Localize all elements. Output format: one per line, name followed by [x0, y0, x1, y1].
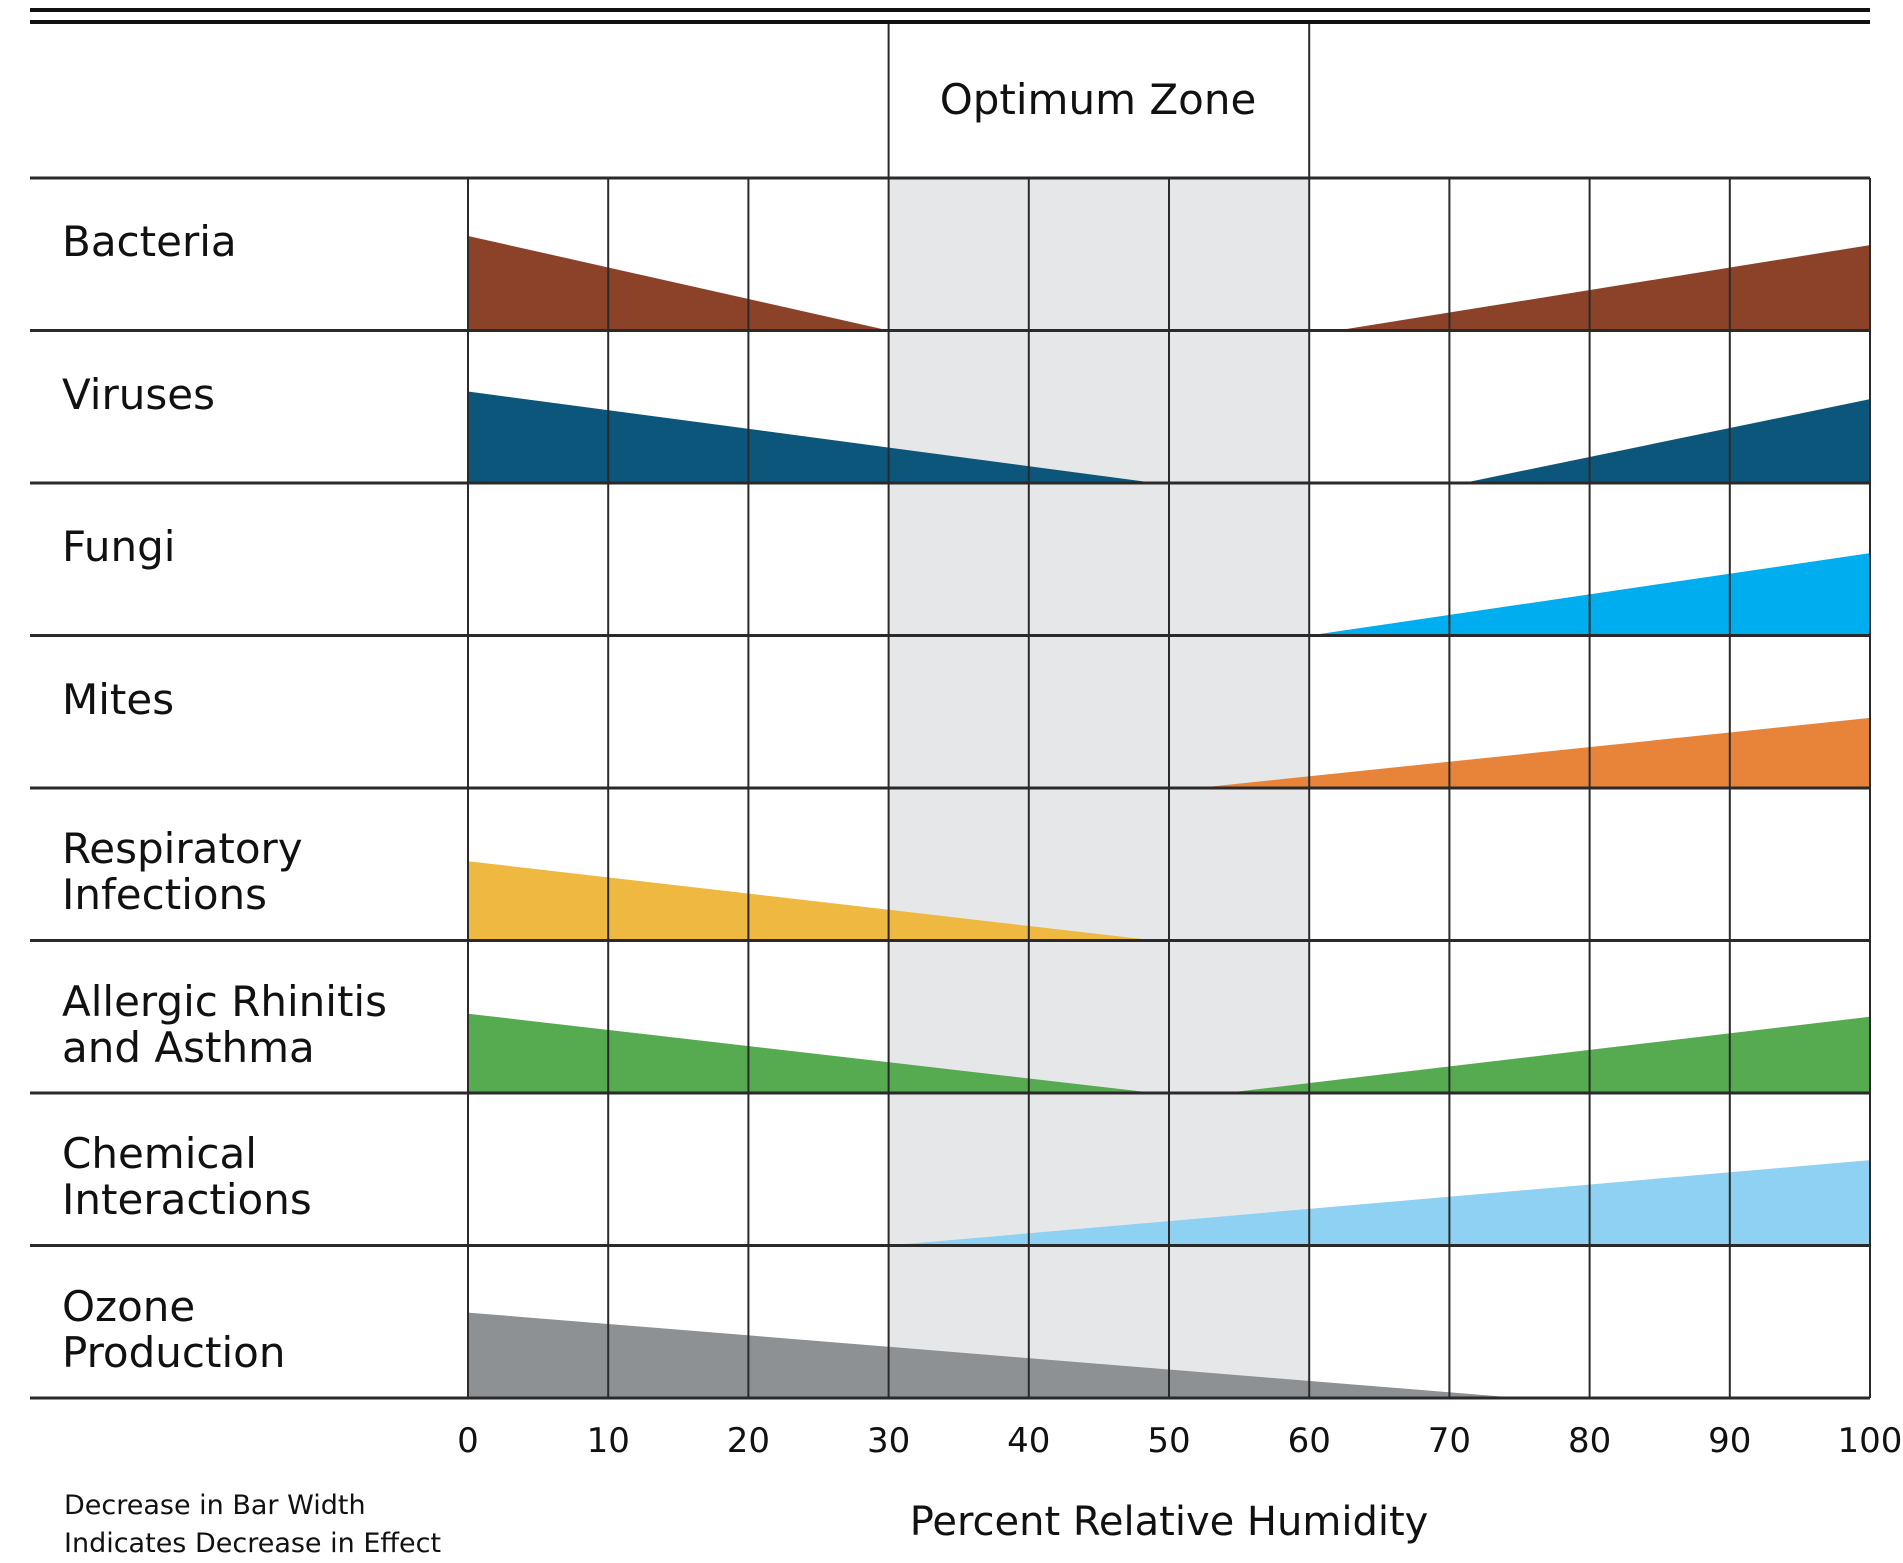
row-label-line: Respiratory [62, 824, 303, 874]
row-label-line: Fungi [62, 522, 176, 572]
effect-band-2-2 [1463, 399, 1870, 483]
row-label-6: Allergic Rhinitis and Asthma [62, 949, 452, 1102]
row-label-line: Mites [62, 674, 175, 724]
row-label-line: Bacteria [62, 217, 237, 267]
x-tick-label-10: 10 [587, 1421, 630, 1461]
row-label-2: Viruses [62, 319, 452, 472]
x-tick-label-40: 40 [1007, 1421, 1050, 1461]
row-label-5: Respiratory Infections [62, 796, 452, 949]
x-tick-label-100: 100 [1838, 1421, 1903, 1461]
x-tick-label-0: 0 [457, 1421, 479, 1461]
row-label-line: Chemical [62, 1129, 257, 1179]
row-label-line: Production [62, 1327, 286, 1377]
width-note-line-2: Indicates Decrease in Effect [64, 1528, 442, 1559]
effect-band-4-1 [1197, 717, 1870, 788]
row-label-line: Allergic Rhinitis [62, 976, 387, 1026]
width-note: Decrease in Bar Width Indicates Decrease… [64, 1487, 441, 1563]
x-tick-label-70: 70 [1428, 1421, 1471, 1461]
optimum-zone-label: Optimum Zone [939, 75, 1257, 124]
effect-band-6-1 [468, 1013, 1155, 1093]
row-label-line: and Asthma [62, 1022, 315, 1072]
row-label-1: Bacteria [62, 166, 452, 319]
row-label-8: Ozone Production [62, 1254, 452, 1407]
effect-band-6-2 [1225, 1016, 1870, 1093]
effect-band-5-1 [468, 861, 1155, 941]
row-label-line: Infections [62, 870, 268, 920]
x-tick-label-80: 80 [1568, 1421, 1611, 1461]
x-tick-label-30: 30 [867, 1421, 910, 1461]
x-tick-label-90: 90 [1708, 1421, 1751, 1461]
row-label-4: Mites [62, 624, 452, 777]
row-label-line: Ozone [62, 1281, 196, 1331]
x-axis-title: Percent Relative Humidity [909, 1499, 1429, 1545]
x-tick-label-60: 60 [1288, 1421, 1331, 1461]
x-tick-label-50: 50 [1147, 1421, 1190, 1461]
row-label-line: Interactions [62, 1175, 312, 1225]
effect-band-8-1 [468, 1312, 1520, 1398]
effect-band-1-1 [468, 235, 889, 331]
effect-band-2-1 [468, 391, 1155, 483]
effect-band-7-1 [888, 1160, 1870, 1246]
row-label-3: Fungi [62, 471, 452, 624]
width-note-line-1: Decrease in Bar Width [64, 1490, 366, 1521]
x-tick-label-20: 20 [727, 1421, 770, 1461]
row-label-7: Chemical Interactions [62, 1101, 452, 1254]
effect-band-1-2 [1337, 245, 1870, 331]
row-label-line: Viruses [62, 369, 215, 419]
